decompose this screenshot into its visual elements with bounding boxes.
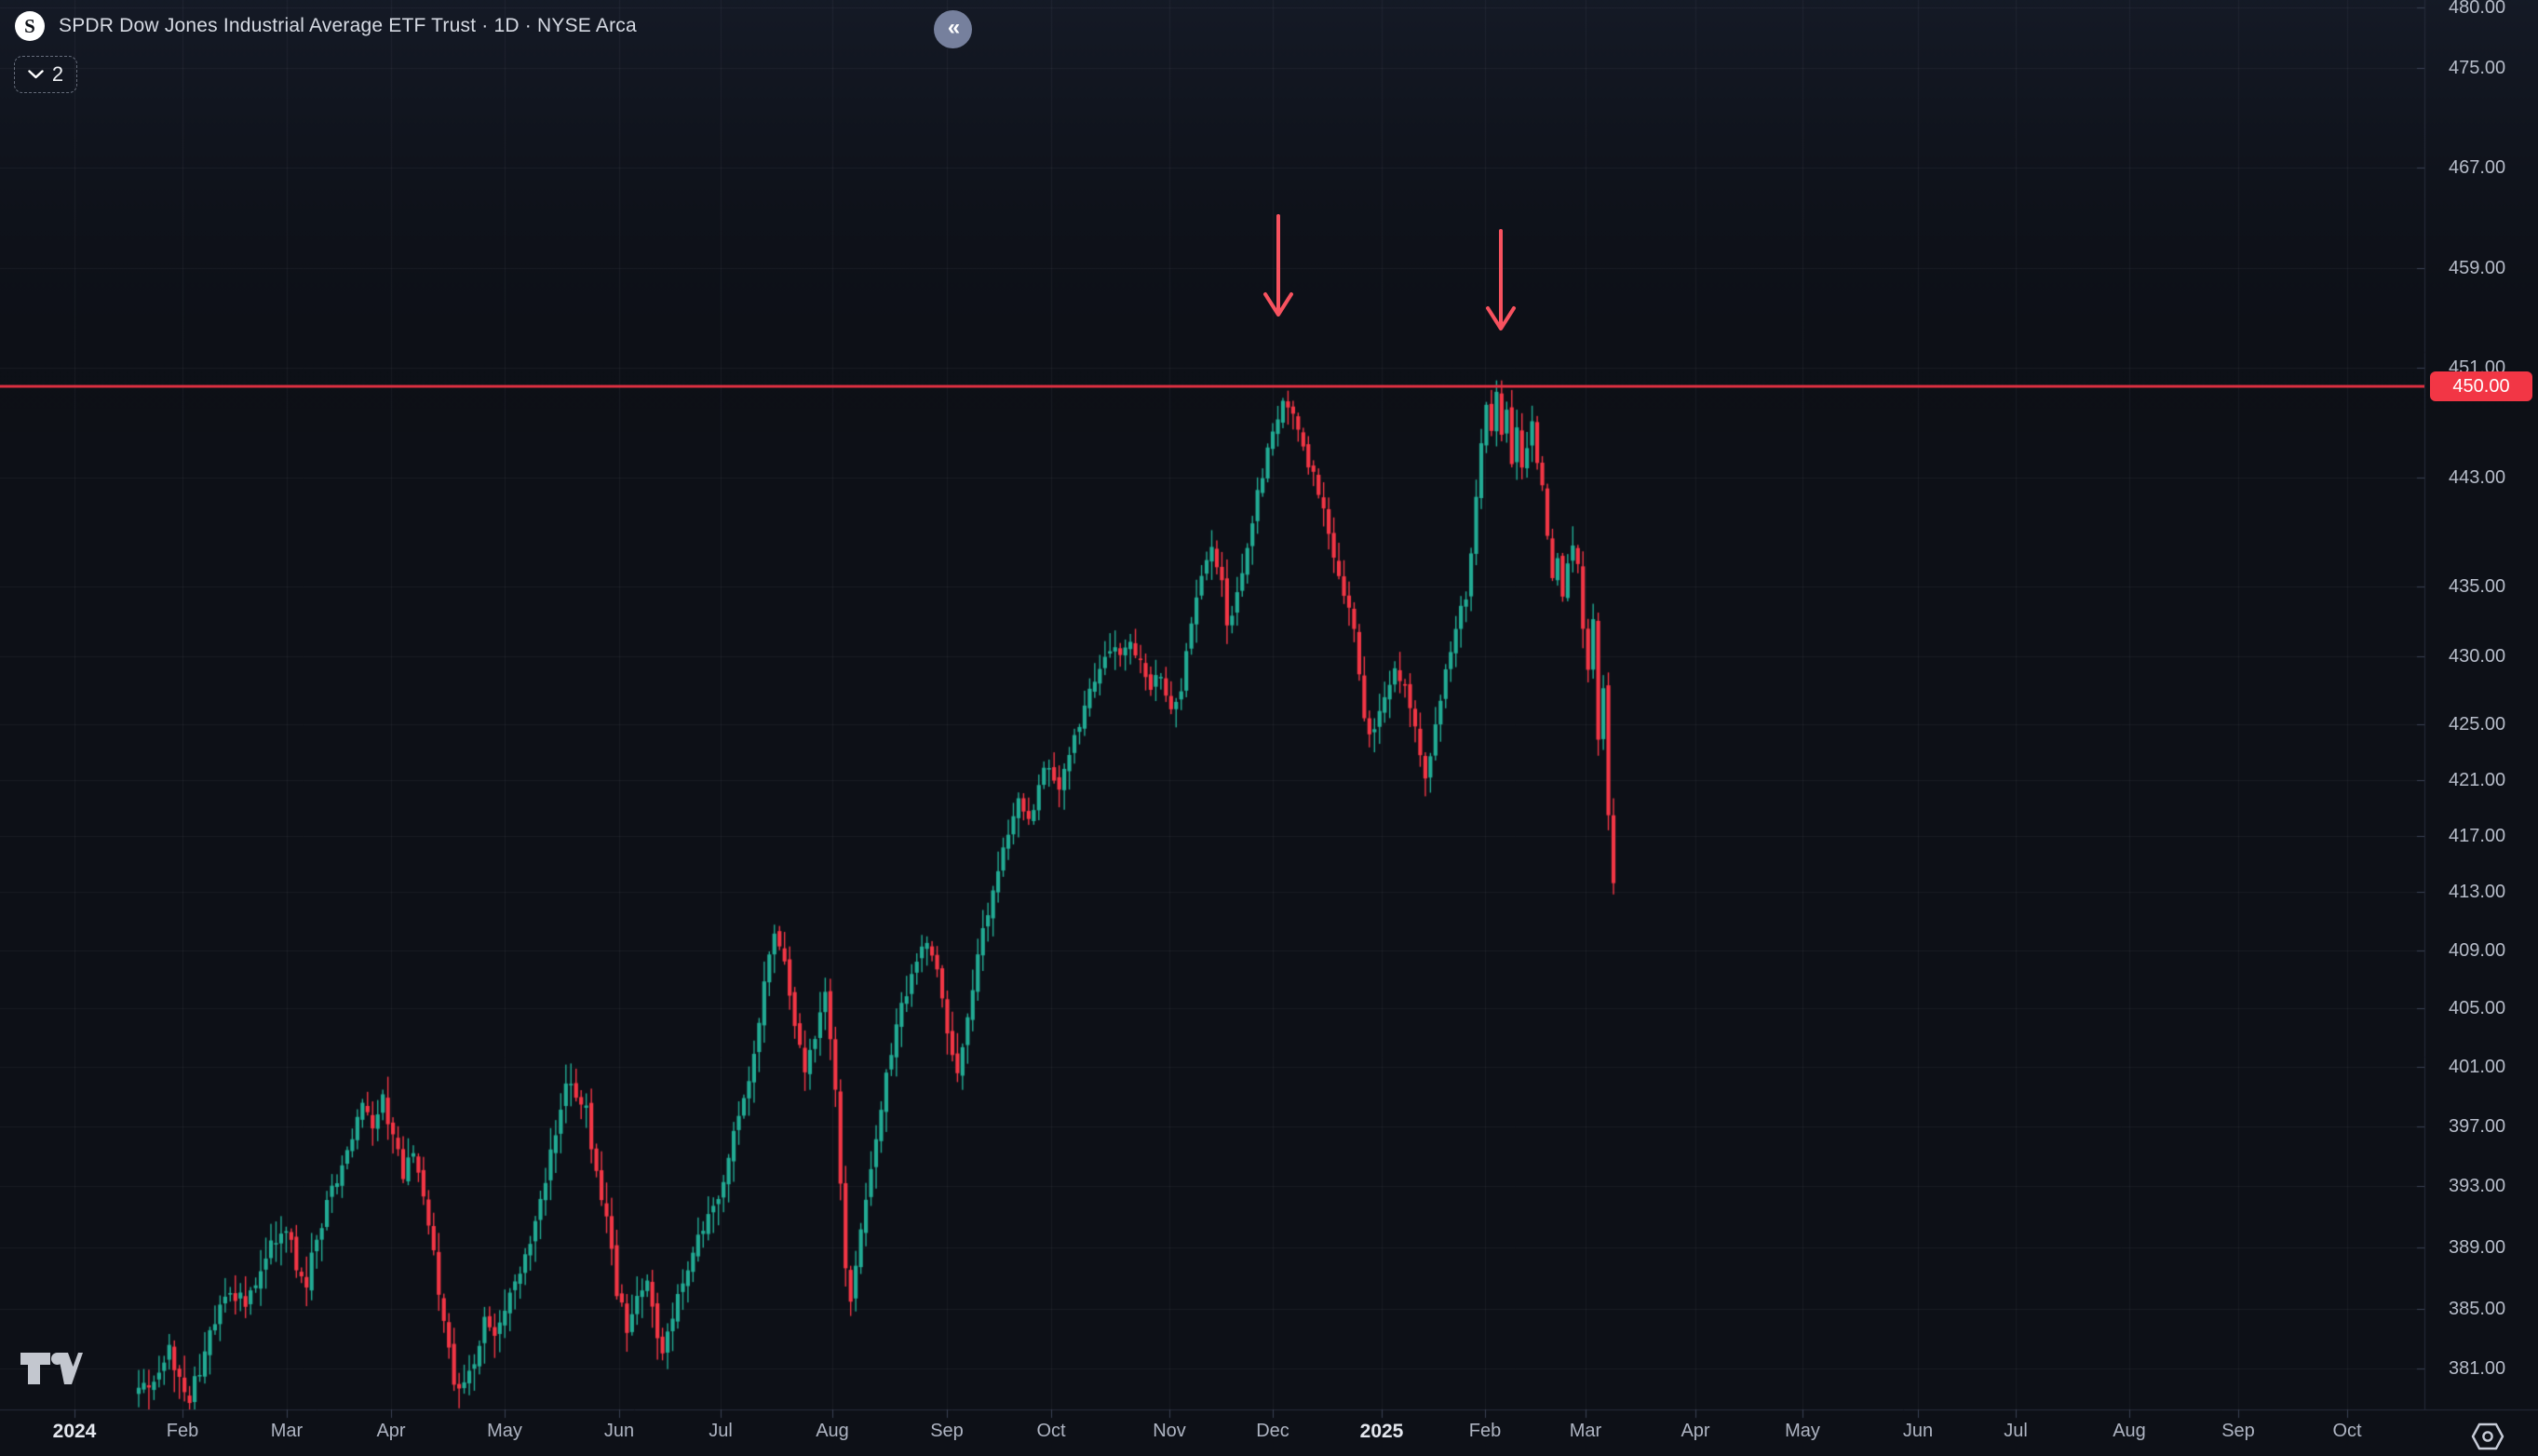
chevron-down-icon (28, 70, 44, 79)
time-axis-month-label: Mar (1569, 1421, 1602, 1441)
drawing-count: 2 (51, 62, 64, 86)
time-axis-month-label: May (1785, 1421, 1820, 1441)
price-axis-label: 421.00 (2449, 770, 2506, 790)
chart-legend[interactable]: S SPDR Dow Jones Industrial Average ETF … (15, 11, 637, 41)
price-axis-label: 405.00 (2449, 998, 2506, 1018)
price-axis-label: 467.00 (2449, 157, 2506, 178)
time-axis-month-label: Jul (2004, 1421, 2028, 1441)
time-axis-month-label: Sep (2221, 1421, 2255, 1441)
price-axis-label: 385.00 (2449, 1299, 2506, 1319)
price-axis-label: 397.00 (2449, 1116, 2506, 1137)
price-axis-label: 480.00 (2449, 0, 2506, 18)
price-axis-label: 417.00 (2449, 826, 2506, 846)
time-axis-year-label: 2024 (52, 1421, 97, 1442)
price-axis-label: 435.00 (2449, 576, 2506, 597)
price-axis-label: 430.00 (2449, 646, 2506, 667)
time-axis-month-label: May (487, 1421, 522, 1441)
price-axis-label: 393.00 (2449, 1176, 2506, 1196)
object-tree-count-chip[interactable]: 2 (14, 56, 77, 93)
price-axis-label: 459.00 (2449, 258, 2506, 278)
time-axis-month-label: Jul (709, 1421, 733, 1441)
time-axis-month-label: Mar (270, 1421, 304, 1441)
time-axis-month-label: Dec (1256, 1421, 1289, 1441)
double-chevron-left-icon: « (947, 15, 960, 40)
time-axis-month-label: Apr (376, 1421, 406, 1441)
tradingview-logo[interactable] (19, 1350, 84, 1387)
price-axis-label: 425.00 (2449, 714, 2506, 735)
time-axis-month-label: Jun (1902, 1421, 1934, 1441)
time-axis-month-label: Feb (166, 1421, 199, 1441)
hexagon-settings-icon[interactable] (2470, 1422, 2505, 1451)
price-axis-label: 389.00 (2449, 1237, 2506, 1258)
price-line-badge: 450.00 (2430, 371, 2532, 401)
replay-rewind-button[interactable]: « (934, 10, 972, 48)
time-axis-month-label: Nov (1153, 1421, 1186, 1441)
time-axis-month-label: Feb (1468, 1421, 1502, 1441)
price-axis-label: 475.00 (2449, 58, 2506, 78)
time-axis-month-label: Aug (2113, 1421, 2146, 1441)
time-axis-month-label: Sep (930, 1421, 964, 1441)
time-axis-month-label: Apr (1681, 1421, 1710, 1441)
price-axis-label: 381.00 (2449, 1358, 2506, 1379)
price-axis-label: 413.00 (2449, 882, 2506, 902)
price-axis-label: 443.00 (2449, 467, 2506, 488)
price-axis[interactable]: 480.00 475.00 467.00 459.00 451.00 443.00 435.… (2424, 0, 2538, 1409)
time-axis-month-label: Oct (2332, 1421, 2362, 1441)
time-axis-month-label: Oct (1036, 1421, 1066, 1441)
time-axis-month-label: Jun (603, 1421, 635, 1441)
time-axis-year-label: 2025 (1359, 1421, 1404, 1442)
price-axis-label: 401.00 (2449, 1057, 2506, 1077)
symbol-logo: S (15, 11, 45, 41)
price-axis-label: 409.00 (2449, 940, 2506, 961)
symbol-title[interactable]: SPDR Dow Jones Industrial Average ETF Tr… (59, 15, 637, 36)
time-axis[interactable]: 2024 Feb Mar Apr May Jun Jul Aug Sep Oct Nov Dec 202… (0, 1409, 2538, 1456)
time-axis-month-label: Aug (816, 1421, 849, 1441)
